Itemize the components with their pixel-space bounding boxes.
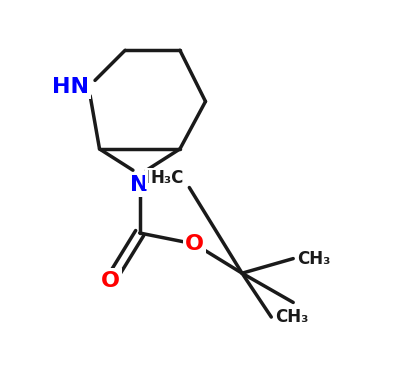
Text: H₃C: H₃C [150, 169, 184, 187]
Text: CH₃: CH₃ [297, 250, 330, 267]
Text: H₃C: H₃C [147, 169, 180, 187]
Text: O: O [101, 270, 120, 290]
Text: CH₃: CH₃ [275, 308, 308, 326]
Text: N: N [130, 174, 149, 194]
Text: HN: HN [51, 77, 88, 97]
Text: O: O [185, 234, 204, 254]
